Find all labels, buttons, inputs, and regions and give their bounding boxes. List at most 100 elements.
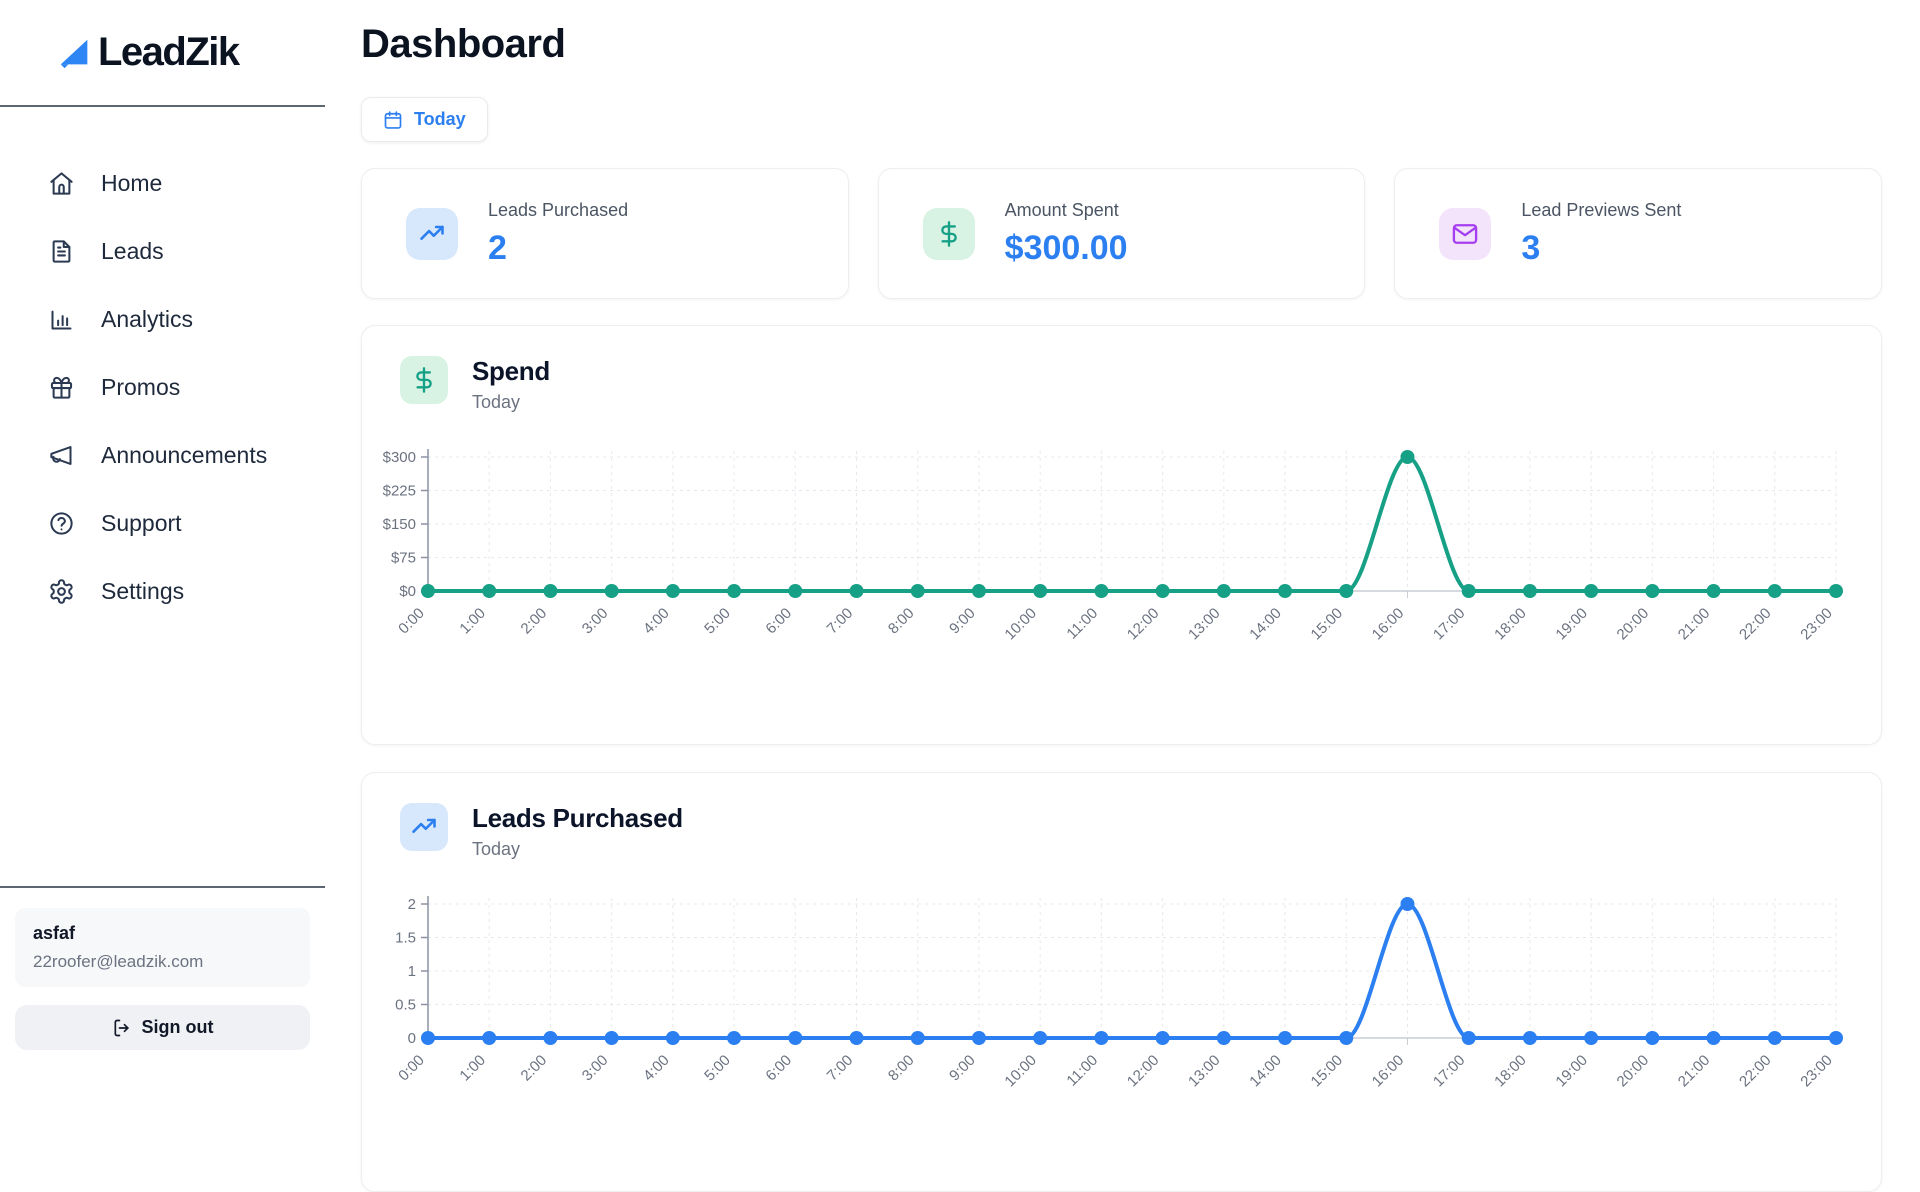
sidebar-item-label: Announcements [101, 441, 268, 468]
svg-text:18:00: 18:00 [1491, 1052, 1530, 1091]
svg-text:21:00: 21:00 [1675, 1052, 1714, 1091]
svg-text:19:00: 19:00 [1552, 605, 1591, 644]
stat-value: 2 [488, 228, 507, 267]
user-card: asfaf 22roofer@leadzik.com [15, 908, 310, 987]
svg-text:$75: $75 [391, 550, 416, 567]
stat-card-amount-spent: Amount Spent $300.00 [877, 168, 1366, 299]
trending-up-icon [406, 207, 458, 260]
sidebar-item-label: Settings [101, 577, 185, 604]
svg-text:9:00: 9:00 [946, 605, 979, 638]
svg-text:19:00: 19:00 [1552, 1052, 1591, 1091]
spend-chart-header: Spend Today [382, 356, 1881, 413]
sidebar-item-support[interactable]: Support [48, 489, 325, 557]
sidebar-item-label: Analytics [101, 305, 194, 332]
svg-text:7:00: 7:00 [824, 605, 857, 638]
stats-row: Leads Purchased 2 Amount Spent $300.00 L… [361, 168, 1882, 299]
gift-icon [50, 376, 73, 399]
sign-out-button[interactable]: Sign out [15, 1005, 310, 1050]
svg-text:2: 2 [408, 896, 416, 913]
sidebar-item-analytics[interactable]: Analytics [48, 285, 325, 353]
calendar-icon [384, 110, 402, 129]
svg-text:12:00: 12:00 [1124, 605, 1163, 644]
svg-text:1.5: 1.5 [395, 930, 416, 947]
svg-text:0: 0 [408, 1030, 416, 1047]
trending-up-icon [400, 803, 448, 851]
svg-text:0:00: 0:00 [395, 1052, 428, 1085]
sidebar-item-leads[interactable]: Leads [48, 217, 325, 285]
sidebar: LeadZik Home Leads Analytics Promos Anno… [0, 0, 325, 1068]
svg-text:2:00: 2:00 [518, 1052, 551, 1085]
svg-text:5:00: 5:00 [701, 605, 734, 638]
home-icon [50, 171, 73, 195]
svg-text:3:00: 3:00 [579, 605, 612, 638]
leads-purchased-chart-card: Leads Purchased Today 0 0.5 1 1.5 2 0:00 1:00 2… [361, 772, 1882, 1192]
date-filter-today-button[interactable]: Today [361, 97, 488, 142]
svg-text:1:00: 1:00 [456, 605, 489, 638]
spend-line-chart: $0 $75 $150 $225 $300 0:00 1:00 2:00 3:00 4:00 5:0… [383, 449, 1843, 644]
svg-text:11:00: 11:00 [1063, 1052, 1101, 1090]
svg-text:14:00: 14:00 [1246, 1052, 1285, 1091]
user-email: 22roofer@leadzik.com [33, 952, 204, 971]
svg-text:10:00: 10:00 [1001, 1052, 1040, 1091]
leads-chart-header: Leads Purchased Today [382, 803, 1881, 860]
sidebar-item-label: Support [101, 509, 182, 536]
svg-text:4:00: 4:00 [640, 605, 673, 638]
svg-text:5:00: 5:00 [701, 1052, 734, 1085]
stat-value: 3 [1521, 228, 1541, 267]
mail-icon [1439, 207, 1492, 260]
svg-text:17:00: 17:00 [1430, 605, 1469, 644]
svg-text:13:00: 13:00 [1185, 1052, 1224, 1091]
sidebar-item-promos[interactable]: Promos [48, 353, 325, 421]
svg-text:22:00: 22:00 [1736, 1052, 1775, 1091]
sidebar-item-home[interactable]: Home [48, 149, 325, 217]
svg-text:6:00: 6:00 [762, 605, 795, 638]
svg-text:$150: $150 [383, 516, 416, 533]
svg-text:13:00: 13:00 [1185, 605, 1224, 644]
svg-text:12:00: 12:00 [1124, 1052, 1163, 1091]
sign-out-label: Sign out [141, 1017, 214, 1037]
user-name: asfaf [33, 923, 76, 943]
leads-chart-subtitle: Today [472, 839, 521, 859]
svg-text:23:00: 23:00 [1797, 1052, 1836, 1091]
gear-icon [50, 578, 73, 604]
svg-text:8:00: 8:00 [885, 1052, 918, 1085]
svg-text:9:00: 9:00 [946, 1052, 979, 1085]
logout-icon [114, 1019, 129, 1036]
svg-text:3:00: 3:00 [579, 1052, 612, 1085]
spend-chart-title: Spend [472, 356, 550, 386]
stat-label: Leads Purchased [488, 199, 629, 220]
dollar-icon [922, 207, 975, 260]
svg-text:1: 1 [408, 963, 416, 980]
svg-text:17:00: 17:00 [1430, 1052, 1469, 1091]
date-filter-label: Today [414, 109, 466, 129]
svg-text:21:00: 21:00 [1675, 605, 1714, 644]
svg-text:20:00: 20:00 [1614, 605, 1653, 644]
svg-text:11:00: 11:00 [1063, 605, 1101, 643]
svg-text:1:00: 1:00 [456, 1052, 489, 1085]
svg-text:7:00: 7:00 [824, 1052, 857, 1085]
svg-text:0:00: 0:00 [395, 605, 428, 638]
svg-text:10:00: 10:00 [1001, 605, 1040, 644]
leads-purchased-line-chart: 00.511.520:00 1:00 2:00 3:00 4:00 5:00 6:00 7:0… [395, 896, 1843, 1091]
arrow-up-right-triangle-icon [60, 39, 88, 68]
spend-chart-card: Spend Today $0 $75 $150 $225 $300 0:00 1:00 2:0… [361, 325, 1882, 745]
leads-chart-title: Leads Purchased [472, 803, 683, 833]
svg-text:23:00: 23:00 [1797, 605, 1836, 644]
svg-text:20:00: 20:00 [1614, 1052, 1653, 1091]
stat-label: Amount Spent [1004, 199, 1119, 220]
svg-text:16:00: 16:00 [1369, 1052, 1408, 1091]
svg-text:18:00: 18:00 [1491, 605, 1530, 644]
stat-value: $300.00 [1004, 228, 1128, 267]
sidebar-item-announcements[interactable]: Announcements [48, 421, 325, 489]
svg-text:6:00: 6:00 [762, 1052, 795, 1085]
sidebar-item-label: Promos [101, 373, 181, 400]
svg-text:14:00: 14:00 [1246, 605, 1285, 644]
sidebar-nav: Home Leads Analytics Promos Announcement… [0, 107, 325, 625]
sidebar-item-label: Leads [101, 237, 164, 264]
main-content: Dashboard Today Leads Purchased 2 Amount… [325, 0, 1920, 1192]
svg-text:16:00: 16:00 [1369, 605, 1408, 644]
stat-card-leads-purchased: Leads Purchased 2 [361, 168, 849, 299]
svg-text:15:00: 15:00 [1308, 605, 1347, 644]
sidebar-item-settings[interactable]: Settings [48, 557, 325, 625]
spend-chart-subtitle: Today [472, 392, 521, 412]
